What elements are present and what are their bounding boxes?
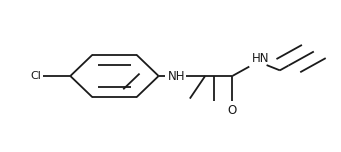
Text: HN: HN <box>252 52 269 65</box>
Text: Cl: Cl <box>31 71 42 81</box>
Text: O: O <box>228 104 237 117</box>
Text: NH: NH <box>168 69 185 83</box>
